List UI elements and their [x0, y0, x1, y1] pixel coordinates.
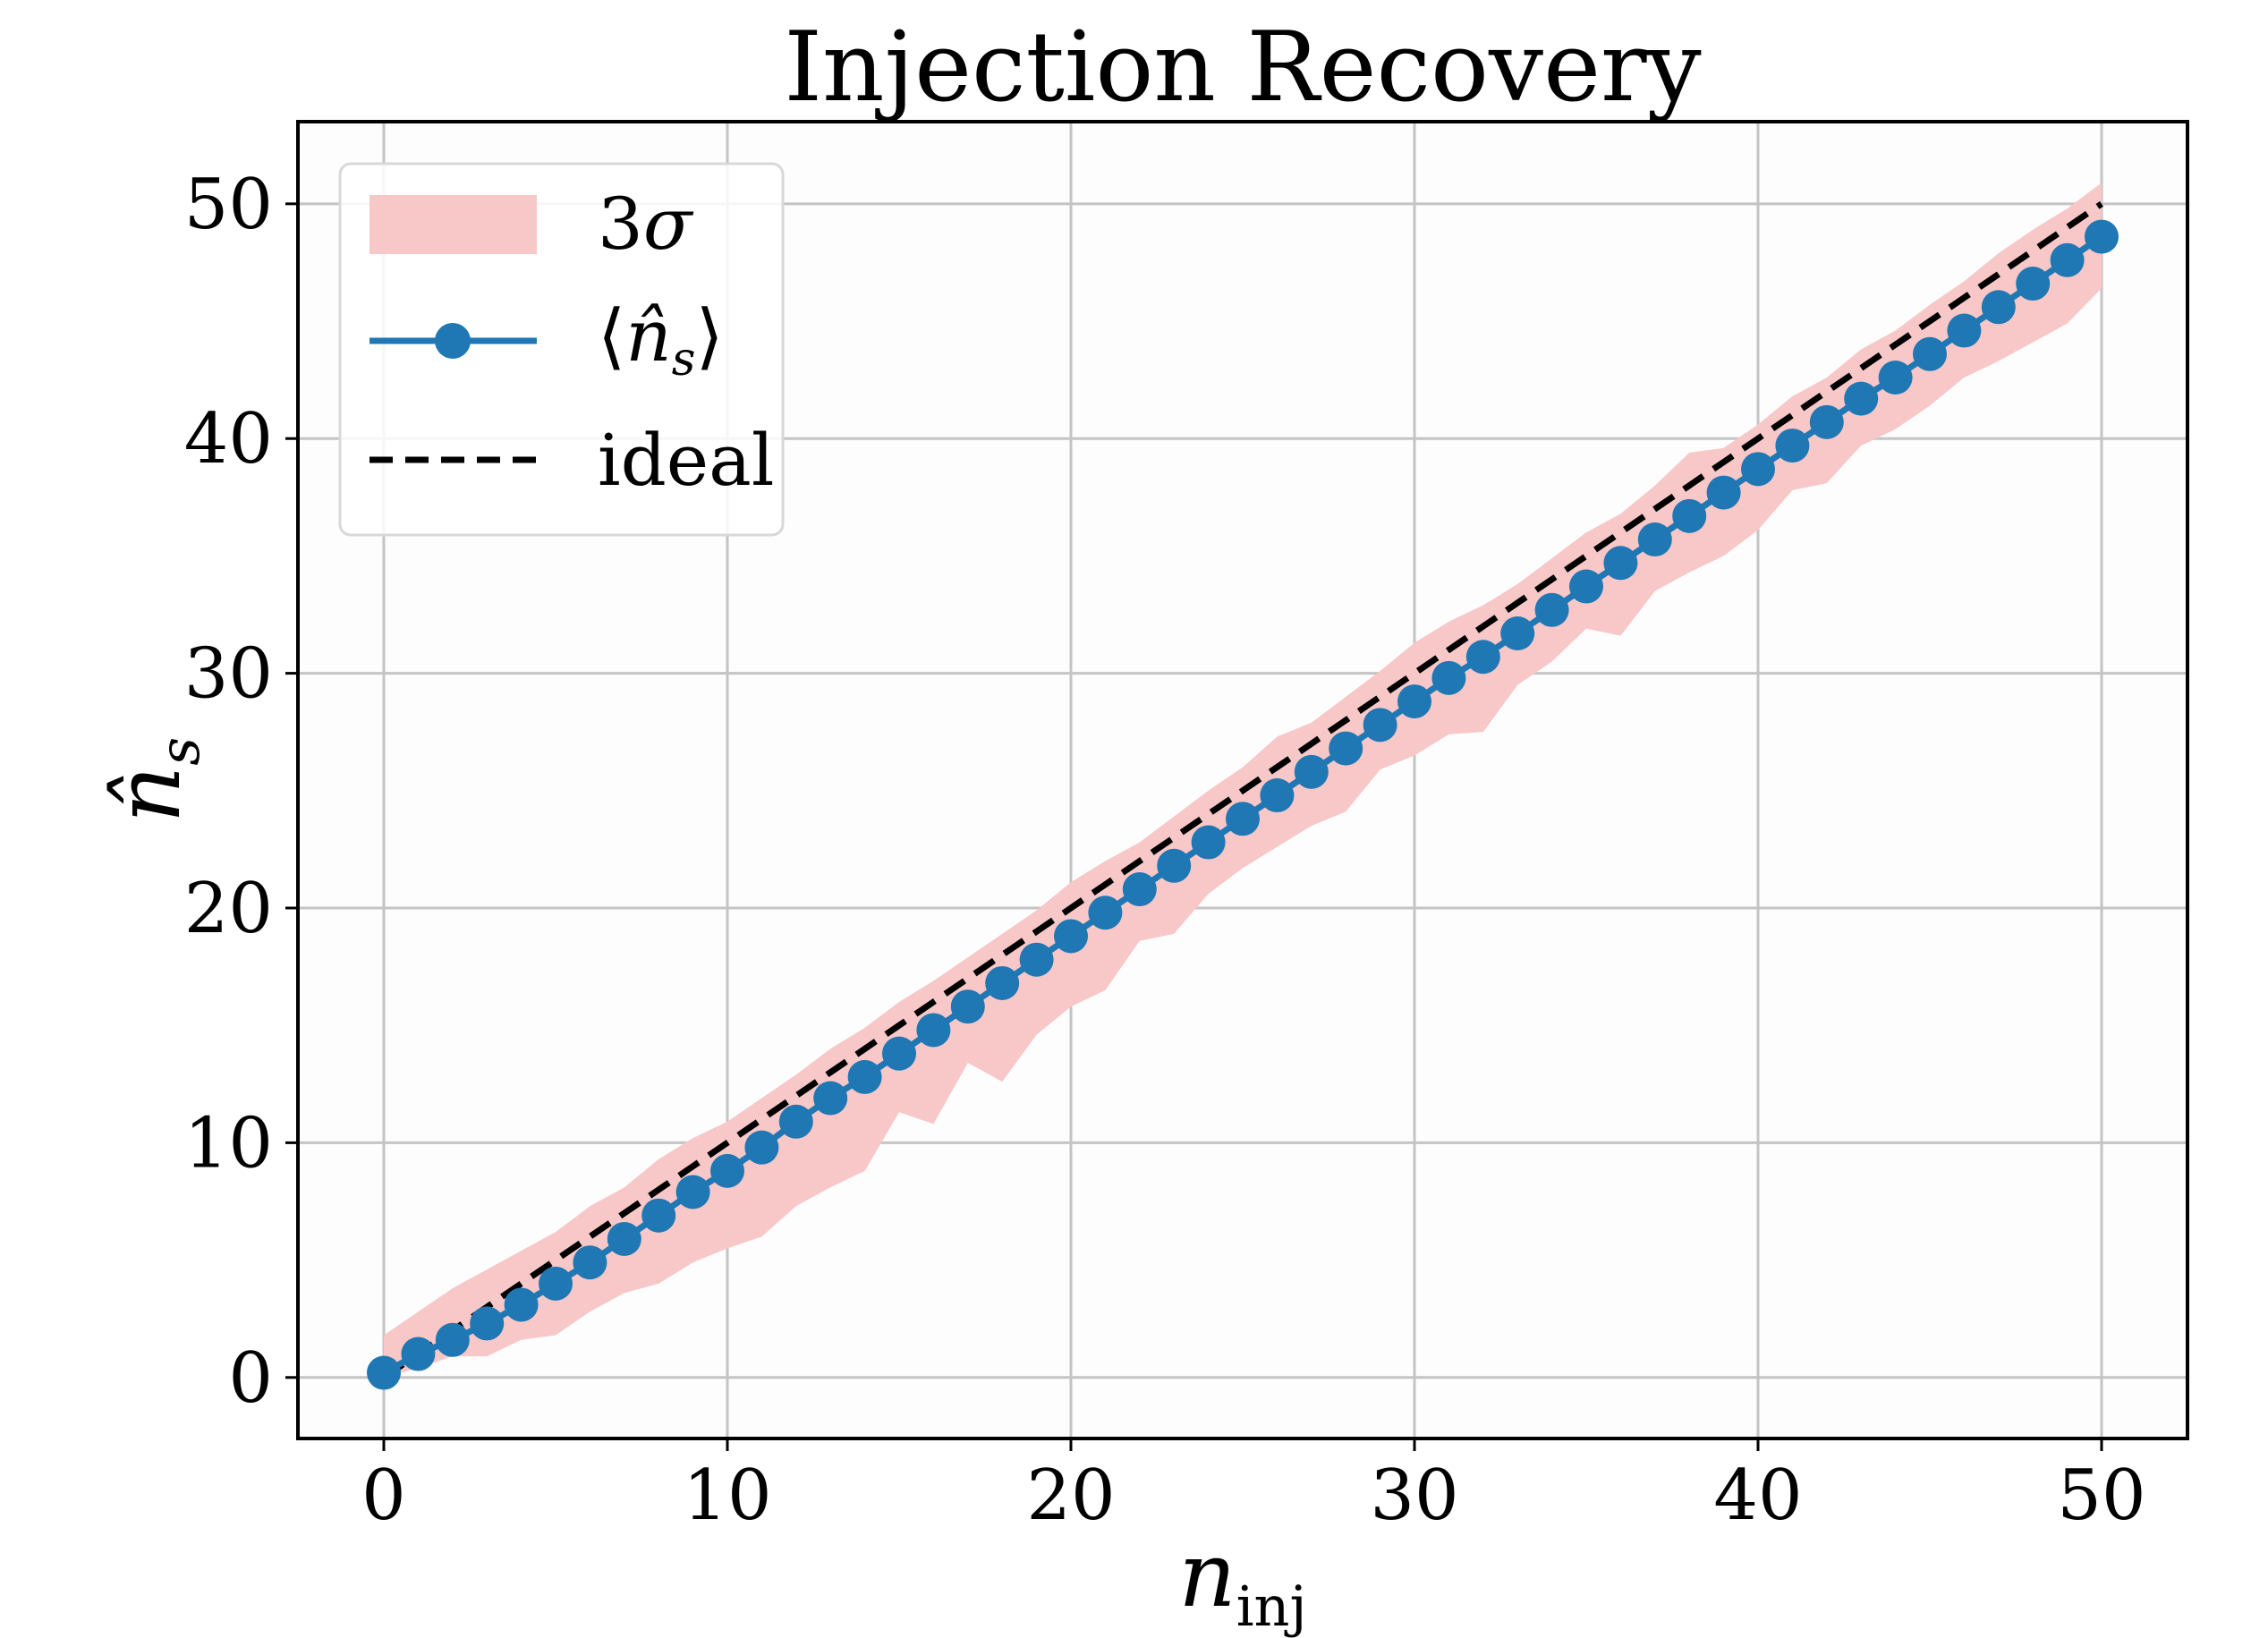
ideal-layer: [382, 200, 2103, 1380]
mean-point: [2050, 242, 2085, 277]
mean-point: [813, 1081, 848, 1116]
mean-point: [950, 989, 985, 1024]
mean-point: [1088, 895, 1123, 930]
mean-point: [778, 1104, 813, 1139]
mean-point: [1157, 848, 1192, 883]
x-axis-label-sub: inj: [1236, 1574, 1307, 1638]
mean-point: [470, 1306, 505, 1341]
mean-point: [1947, 313, 1982, 348]
legend-mean-label: ⟨n̂s⟩: [598, 294, 724, 386]
legend-mean-marker: [435, 323, 471, 359]
y-tick-label: 20: [184, 869, 273, 949]
mean-point: [1260, 778, 1295, 813]
legend-band-label-num: 3: [598, 182, 643, 266]
x-ticks: 0 10 20 30 40 50: [361, 1439, 2146, 1536]
mean-point: [1397, 684, 1431, 719]
legend-mean-label-close: ⟩: [695, 294, 723, 378]
mean-point: [1465, 640, 1500, 675]
mean-point: [573, 1245, 607, 1280]
mean-point: [1329, 731, 1363, 766]
mean-point: [2085, 219, 2119, 254]
mean-point: [1226, 802, 1260, 836]
mean-point: [1981, 290, 2016, 325]
x-tick-label: 20: [1026, 1456, 1115, 1536]
y-axis-label-sub: s: [147, 737, 212, 766]
y-tick-label: 50: [184, 165, 273, 245]
mean-point: [401, 1337, 436, 1371]
x-tick-label: 10: [683, 1456, 771, 1536]
mean-point: [744, 1130, 779, 1165]
legend-ideal-label: ideal: [598, 419, 774, 502]
legend-mean-label-open: ⟨: [598, 294, 625, 378]
mean-point: [1809, 404, 1844, 439]
chart-title: Injection Recovery: [784, 12, 1701, 123]
mean-point: [1191, 825, 1226, 860]
mean-point: [1741, 452, 1775, 487]
mean-point: [985, 965, 1020, 1000]
band-layer: [384, 182, 2102, 1378]
plot-frame: [296, 120, 2189, 1440]
mean-point: [435, 1322, 470, 1357]
mean-point: [1534, 592, 1569, 627]
legend: 3σ ⟨n̂s⟩ ideal: [338, 162, 785, 537]
ideal-line: [382, 200, 2103, 1380]
y-tick-label: 30: [184, 634, 273, 715]
mean-point: [675, 1175, 710, 1209]
mean-point: [1878, 361, 1913, 395]
mean-point: [539, 1266, 573, 1301]
legend-mean-label-sub: s: [672, 333, 696, 386]
mean-point: [1775, 429, 1810, 463]
mean-point: [1569, 569, 1603, 604]
mean-point: [1637, 522, 1672, 557]
mean-point: [1913, 336, 1947, 371]
y-tick-label: 40: [184, 399, 273, 480]
x-tick-label: 0: [361, 1456, 406, 1536]
x-tick-label: 40: [1713, 1456, 1802, 1536]
mean-point: [1363, 708, 1397, 743]
mean-point: [641, 1198, 676, 1233]
x-axis-label: ninj: [1178, 1523, 1306, 1638]
band-3sigma: [384, 182, 2102, 1378]
legend-mean-label-var: n̂: [625, 294, 672, 378]
mean-point: [1603, 546, 1638, 581]
grid: [298, 122, 2187, 1439]
mean-point: [1500, 616, 1535, 651]
mean-point: [1054, 919, 1088, 954]
mean-layer: [367, 219, 2119, 1390]
legend-band-label: 3σ: [598, 182, 694, 266]
legend-band-swatch: [370, 195, 537, 254]
x-tick-label: 30: [1370, 1456, 1458, 1536]
mean-point: [710, 1153, 744, 1188]
mean-point: [1294, 754, 1329, 789]
y-ticks: 0 10 20 30 40 50: [184, 165, 298, 1419]
mean-point: [1019, 942, 1054, 977]
mean-point: [1672, 498, 1707, 533]
legend-box: [338, 162, 785, 537]
mean-point: [367, 1355, 401, 1390]
y-tick-label: 10: [184, 1103, 273, 1184]
x-axis-label-main: n: [1178, 1523, 1236, 1627]
legend-band-label-sym: σ: [643, 182, 694, 266]
y-axis-label-main: n̂: [96, 766, 200, 823]
y-tick-label: 0: [228, 1338, 273, 1419]
mean-point: [1431, 660, 1466, 695]
mean-point: [1844, 381, 1879, 416]
mean-point: [1122, 872, 1157, 907]
mean-point: [847, 1059, 882, 1094]
mean-point: [2016, 267, 2051, 301]
mean-point: [607, 1221, 641, 1256]
mean-point: [882, 1036, 916, 1071]
mean-point: [1706, 475, 1741, 510]
y-axis-label: n̂s: [96, 737, 212, 823]
mean-point: [916, 1013, 951, 1048]
mean-point: [504, 1287, 539, 1322]
x-tick-label: 50: [2057, 1456, 2145, 1536]
